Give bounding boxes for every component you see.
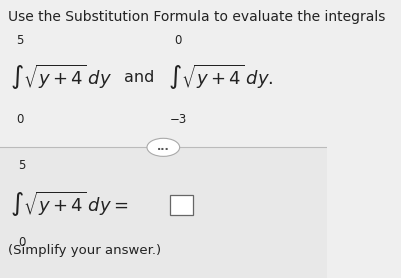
Ellipse shape bbox=[147, 138, 180, 156]
Text: −3: −3 bbox=[170, 113, 187, 126]
Text: Use the Substitution Formula to evaluate the integrals: Use the Substitution Formula to evaluate… bbox=[8, 10, 385, 24]
Text: $\int \sqrt{y+4}\,dy.$: $\int \sqrt{y+4}\,dy.$ bbox=[168, 63, 273, 92]
Text: 0: 0 bbox=[175, 34, 182, 47]
Text: ...: ... bbox=[157, 142, 170, 152]
Text: 0: 0 bbox=[18, 236, 25, 249]
Text: $\int \sqrt{y+4}\,dy$: $\int \sqrt{y+4}\,dy$ bbox=[10, 63, 111, 92]
Text: 5: 5 bbox=[18, 159, 25, 172]
Text: 5: 5 bbox=[16, 34, 24, 47]
Text: 0: 0 bbox=[16, 113, 24, 126]
FancyBboxPatch shape bbox=[170, 195, 193, 215]
FancyBboxPatch shape bbox=[0, 147, 327, 278]
Text: $\int \sqrt{y+4}\,dy =$: $\int \sqrt{y+4}\,dy =$ bbox=[10, 190, 128, 219]
Text: and: and bbox=[124, 70, 154, 85]
Text: (Simplify your answer.): (Simplify your answer.) bbox=[8, 244, 161, 257]
